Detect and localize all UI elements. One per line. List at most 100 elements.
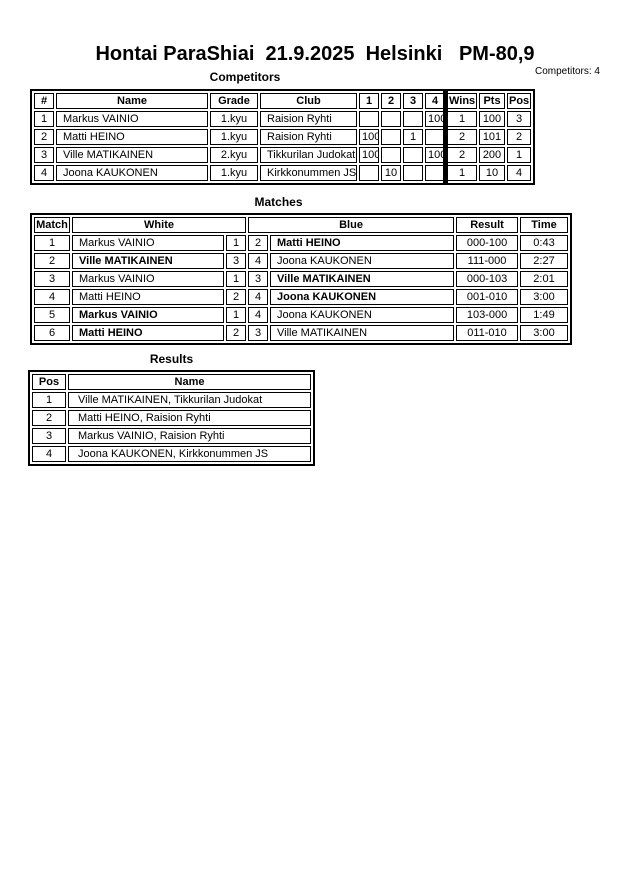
result-row: 1 Ville MATIKAINEN, Tikkurilan Judokat [32, 392, 311, 408]
match-row: 5 Markus VAINIO 1 4 Joona KAUKONEN 103-0… [34, 307, 569, 323]
column-header-wins: Wins [447, 93, 477, 109]
white-competitor-name: Ville MATIKAINEN [72, 253, 224, 269]
match-result: 103-000 [456, 307, 519, 323]
result-name-club: Joona KAUKONEN, Kirkkonummen JS [68, 446, 311, 462]
white-draw-number: 1 [226, 307, 247, 323]
competitors-header-row: # Name Grade Club 1 2 3 4 Wins Pts Pos [34, 93, 531, 109]
competitor-pts: 10 [479, 165, 505, 181]
results-header-row: Pos Name [32, 374, 311, 390]
score-vs-2: 10 [381, 165, 401, 181]
score-vs-3 [403, 147, 423, 163]
competitor-wins: 2 [447, 129, 477, 145]
competitor-grade: 2.kyu [210, 147, 258, 163]
competitors-count: Competitors: 4 [534, 66, 600, 77]
match-number: 3 [34, 271, 70, 287]
result-row: 4 Joona KAUKONEN, Kirkkonummen JS [32, 446, 311, 462]
white-competitor-name: Matti HEINO [72, 289, 224, 305]
match-number: 4 [34, 289, 70, 305]
match-time: 2:01 [520, 271, 569, 287]
matches-table: Match White Blue Result Time 1 Markus VA… [30, 213, 573, 345]
blue-competitor-name: Ville MATIKAINEN [270, 271, 455, 287]
match-row: 1 Markus VAINIO 1 2 Matti HEINO 000-100 … [34, 235, 569, 251]
result-row: 3 Markus VAINIO, Raision Ryhti [32, 428, 311, 444]
competitor-club: Raision Ryhti [260, 111, 357, 127]
column-header-white: White [72, 217, 247, 233]
match-time: 3:00 [520, 289, 569, 305]
competitor-grade: 1.kyu [210, 165, 258, 181]
matches-section-heading: Matches [254, 195, 303, 209]
competitor-pos: 1 [507, 147, 531, 163]
match-time: 3:00 [520, 325, 569, 341]
competitor-wins: 1 [447, 165, 477, 181]
column-header-blue: Blue [248, 217, 455, 233]
competitor-club: Kirkkonummen JS [260, 165, 357, 181]
competitor-row: 1 Markus VAINIO 1.kyu Raision Ryhti 100 … [34, 111, 531, 127]
column-header-grade: Grade [210, 93, 258, 109]
blue-competitor-name: Joona KAUKONEN [270, 253, 455, 269]
match-row: 4 Matti HEINO 2 4 Joona KAUKONEN 001-010… [34, 289, 569, 305]
match-row: 6 Matti HEINO 2 3 Ville MATIKAINEN 011-0… [34, 325, 569, 341]
white-draw-number: 2 [226, 325, 247, 341]
results-table-wrap: Pos Name 1 Ville MATIKAINEN, Tikkurilan … [28, 370, 315, 466]
result-name-club: Matti HEINO, Raision Ryhti [68, 410, 311, 426]
match-result: 001-010 [456, 289, 519, 305]
blue-draw-number: 4 [248, 289, 269, 305]
competitor-pos: 2 [507, 129, 531, 145]
score-vs-2 [381, 111, 401, 127]
result-position: 1 [32, 392, 66, 408]
blue-draw-number: 2 [248, 235, 269, 251]
column-header-pos: Pos [32, 374, 66, 390]
score-vs-1: 100 [359, 129, 379, 145]
score-vs-4 [425, 129, 445, 145]
wins-section-divider [443, 89, 448, 185]
column-header-time: Time [520, 217, 569, 233]
competitor-name: Markus VAINIO [56, 111, 208, 127]
column-header-match: Match [34, 217, 70, 233]
white-competitor-name: Markus VAINIO [72, 235, 224, 251]
match-result: 000-100 [456, 235, 519, 251]
result-name-club: Markus VAINIO, Raision Ryhti [68, 428, 311, 444]
result-position: 4 [32, 446, 66, 462]
white-competitor-name: Markus VAINIO [72, 271, 224, 287]
score-vs-2 [381, 129, 401, 145]
competitor-pos: 3 [507, 111, 531, 127]
match-row: 3 Markus VAINIO 1 3 Ville MATIKAINEN 000… [34, 271, 569, 287]
competitors-section-heading: Competitors [209, 70, 281, 84]
result-row: 2 Matti HEINO, Raision Ryhti [32, 410, 311, 426]
white-draw-number: 1 [226, 235, 247, 251]
white-draw-number: 3 [226, 253, 247, 269]
match-number: 5 [34, 307, 70, 323]
matches-header-row: Match White Blue Result Time [34, 217, 569, 233]
competitor-club: Tikkurilan Judokat [260, 147, 357, 163]
match-time: 1:49 [520, 307, 569, 323]
match-time: 2:27 [520, 253, 569, 269]
column-header-name: Name [56, 93, 208, 109]
score-vs-4: 100 [425, 111, 445, 127]
matches-table-wrap: Match White Blue Result Time 1 Markus VA… [30, 213, 573, 345]
score-vs-1 [359, 111, 379, 127]
match-row: 2 Ville MATIKAINEN 3 4 Joona KAUKONEN 11… [34, 253, 569, 269]
competitor-grade: 1.kyu [210, 111, 258, 127]
competitor-row: 4 Joona KAUKONEN 1.kyu Kirkkonummen JS 1… [34, 165, 531, 181]
match-number: 1 [34, 235, 70, 251]
results-section-heading: Results [149, 352, 194, 366]
score-vs-3: 1 [403, 129, 423, 145]
competitor-club: Raision Ryhti [260, 129, 357, 145]
competitor-name: Matti HEINO [56, 129, 208, 145]
match-number: 6 [34, 325, 70, 341]
column-header-pos: Pos [507, 93, 531, 109]
column-header-opp4: 4 [425, 93, 445, 109]
competitor-row: 2 Matti HEINO 1.kyu Raision Ryhti 100 1 … [34, 129, 531, 145]
blue-competitor-name: Joona KAUKONEN [270, 307, 455, 323]
blue-competitor-name: Ville MATIKAINEN [270, 325, 455, 341]
match-number: 2 [34, 253, 70, 269]
blue-draw-number: 4 [248, 253, 269, 269]
competitor-pts: 200 [479, 147, 505, 163]
competitor-grade: 1.kyu [210, 129, 258, 145]
blue-competitor-name: Matti HEINO [270, 235, 455, 251]
blue-draw-number: 4 [248, 307, 269, 323]
column-header-pts: Pts [479, 93, 505, 109]
blue-competitor-name: Joona KAUKONEN [270, 289, 455, 305]
column-header-name: Name [68, 374, 311, 390]
match-result: 111-000 [456, 253, 519, 269]
